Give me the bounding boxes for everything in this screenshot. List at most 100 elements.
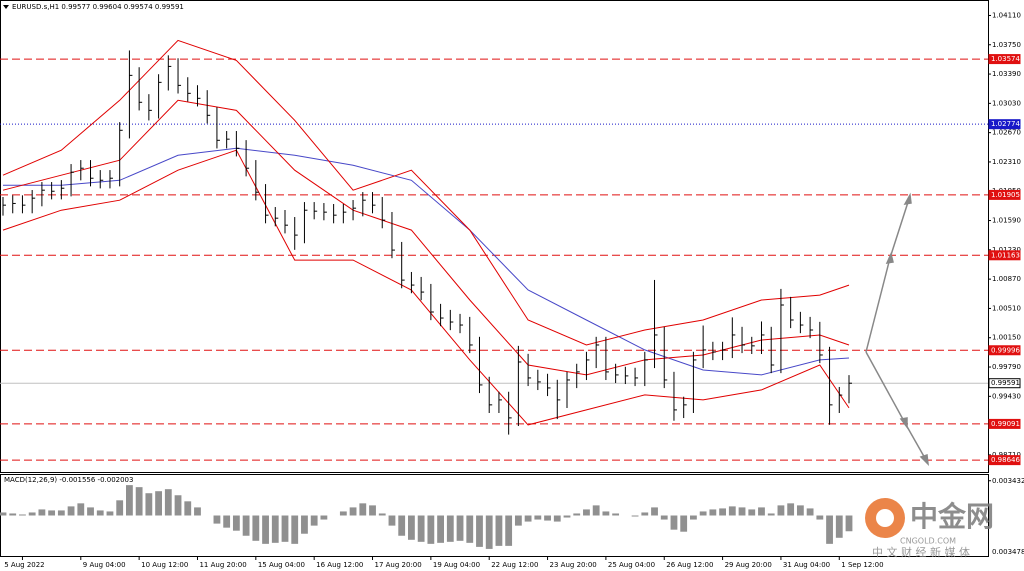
menu-arrow [3, 5, 9, 9]
slogan: 中 文 财 经 新 媒 体 [872, 545, 970, 559]
macd-bar [592, 505, 600, 516]
price-label-box [988, 378, 1021, 389]
macd-bar [690, 515, 697, 520]
x-tick-label: 15 Aug 04:00 [258, 561, 305, 569]
macd-bar [466, 515, 474, 543]
macd-bar [612, 513, 620, 516]
macd-bar [339, 511, 347, 516]
macd-bar [446, 515, 454, 542]
macd-bar [96, 510, 104, 516]
arrow [889, 198, 910, 259]
macd-bottom-label: 0.003478 [992, 548, 1024, 556]
macd-bar [77, 503, 85, 516]
macd-bar [680, 515, 688, 532]
macd-bar [417, 515, 425, 542]
x-tick-label: 25 Aug 04:00 [608, 561, 655, 569]
logo-inner [876, 509, 894, 527]
y-tick-label: 1.03030 [992, 99, 1021, 107]
macd-bar [291, 515, 299, 544]
blue-level-label: 1.02774 [991, 120, 1020, 128]
macd-bar [369, 505, 376, 516]
y-tick-label: 0.99430 [992, 392, 1021, 400]
macd-bar [651, 507, 658, 516]
arrow [865, 351, 906, 424]
x-tick-label: 29 Aug 20:00 [725, 561, 772, 569]
x-tick-label: 22 Aug 12:00 [491, 561, 538, 569]
macd-bar [388, 515, 396, 526]
x-tick-label: 23 Aug 20:00 [550, 561, 597, 569]
brand: 中金网 [910, 500, 994, 533]
macd-bar [126, 485, 133, 516]
macd-bar [145, 493, 153, 516]
macd-bar [427, 515, 435, 544]
macd-bar [563, 515, 571, 518]
level-label: 1.03574 [991, 55, 1020, 63]
macd-bar [252, 515, 260, 541]
macd-bar [67, 506, 75, 516]
macd-bar [349, 507, 357, 516]
macd-bar [242, 515, 250, 536]
macd-bar [135, 487, 143, 516]
macd-bar [835, 515, 843, 538]
level-label: 0.98646 [991, 456, 1020, 464]
y-tick-label: 1.00870 [992, 275, 1021, 283]
macd-bar [758, 507, 765, 516]
macd-bar [544, 515, 551, 521]
macd-bar [301, 515, 308, 534]
macd-bar [106, 511, 114, 516]
macd-bar [184, 501, 192, 516]
y-tick-label: 1.00510 [992, 304, 1021, 312]
arrow-head [903, 192, 912, 205]
macd-bar [223, 515, 231, 528]
arrow [904, 422, 927, 461]
x-tick-label: 11 Aug 20:00 [199, 561, 246, 569]
macd-bar [728, 506, 736, 516]
macd-bar [310, 515, 318, 526]
moving-average [3, 147, 850, 376]
price-panel [0, 0, 989, 473]
macd-bar [0, 512, 7, 516]
macd-bar [437, 515, 444, 543]
macd-label: MACD(12,26,9) -0.001556 -0.002003 [4, 476, 133, 484]
macd-bar [495, 515, 503, 546]
macd-bar [19, 514, 26, 516]
macd-bar [155, 491, 162, 516]
macd-bar [194, 507, 201, 516]
level-label: 1.01905 [991, 191, 1020, 199]
blue-level-label-box [988, 119, 1021, 130]
macd-bar [232, 515, 240, 531]
y-tick-label: 1.01590 [992, 217, 1021, 225]
y-tick-label: 0.99790 [992, 363, 1021, 371]
macd-bar [816, 515, 824, 520]
macd-bar [359, 503, 367, 516]
macd-bar [476, 515, 483, 547]
x-tick-label: 26 Aug 12:00 [666, 561, 713, 569]
macd-bar [524, 515, 532, 522]
macd-bar [602, 511, 610, 516]
bollinger-upper [2, 39, 850, 346]
macd-bar [583, 509, 590, 516]
macd-bar [9, 513, 17, 516]
macd-bar [262, 515, 269, 544]
macd-bar [48, 510, 56, 516]
macd-bar [87, 507, 94, 516]
macd-bar [174, 495, 182, 516]
macd-bar [271, 515, 279, 543]
x-tick-label: 9 Aug 04:00 [83, 561, 126, 569]
y-tick-label: 0.98710 [992, 451, 1021, 459]
level-label: 0.99996 [991, 346, 1020, 354]
site: CNGOLD.COM [900, 537, 956, 546]
watermark: 中金网 CNGOLD.COM 中 文 财 经 新 媒 体 [865, 498, 994, 559]
y-tick-label: 1.03390 [992, 70, 1021, 78]
macd-bar [164, 489, 172, 516]
level-label-box [988, 345, 1021, 356]
y-tick-label: 1.00150 [992, 334, 1021, 342]
macd-tick-label: 0.003432 [992, 477, 1024, 485]
macd-bar [670, 515, 678, 530]
macd-bar [456, 515, 464, 541]
macd-bar [408, 515, 415, 540]
macd-bar [660, 515, 668, 520]
y-tick-label: 1.03750 [992, 41, 1021, 49]
